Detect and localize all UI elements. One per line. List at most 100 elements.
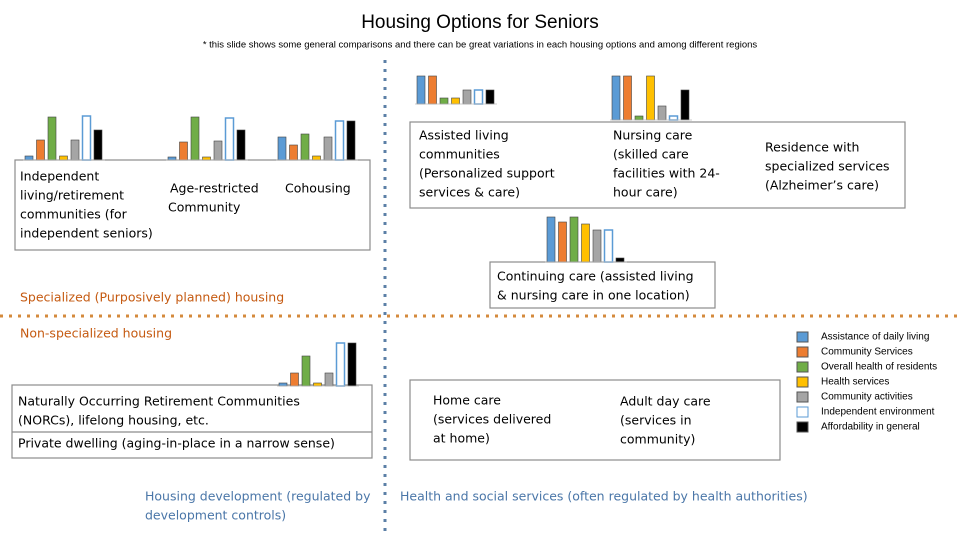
bar [335,342,346,387]
bar [278,382,288,387]
bar [81,115,92,161]
bar [439,97,449,105]
legend-label: Assistance of daily living [821,332,929,343]
legend-label: Overall health of residents [821,362,937,373]
label-home-care: at home) [433,431,490,446]
bar [300,133,310,161]
bar [301,355,311,387]
bar [323,136,333,161]
label-specialized: Specialized (Purposively planned) housin… [20,290,284,305]
bar [473,89,484,105]
bar [236,129,246,161]
slide-title: Housing Options for Seniors [361,12,599,33]
label-cohousing: Cohousing [285,181,351,196]
bar [668,115,679,121]
label-private: Private dwelling (aging-in-place in a na… [18,436,335,451]
label-home-care: (services delivered [433,412,551,427]
bar [462,89,472,105]
label-residence: (Alzheimer’s care) [765,178,879,193]
bar [224,117,235,161]
legend-swatch [796,406,809,418]
label-home-care: Home care [433,393,501,408]
label-nursing: Nursing care [613,128,693,143]
health-box [409,121,906,209]
bar [179,141,188,161]
label-age-restricted: Community [168,200,241,215]
legend-swatch [796,331,809,343]
legend-swatch [796,376,809,388]
label-adult-day: (services in [620,413,692,428]
bar [623,75,632,121]
bar [680,89,690,121]
bar [36,139,45,161]
bar [313,382,322,387]
legend-label: Affordability in general [821,422,920,433]
bar [485,89,495,105]
bar [416,75,426,105]
bar [634,115,644,121]
bar [59,155,68,161]
legend-label: Health services [821,377,889,388]
label-continuing: & nursing care in one location) [497,288,690,303]
label-independent: independent seniors) [20,226,153,241]
legend-swatch [796,421,809,433]
label-non-specialized: Non-specialized housing [20,326,172,341]
label-residence: Residence with [765,140,859,155]
label-independent: communities (for [20,207,128,222]
label-norcs: Naturally Occurring Retirement Communiti… [18,394,300,409]
bar [546,216,556,263]
legend-label: Community Services [821,347,913,358]
bar [277,136,287,161]
bar [603,229,614,263]
legend-swatch [796,361,809,373]
bar [581,223,590,263]
label-norcs: (NORCs), lifelong housing, etc. [18,413,209,428]
label-age-restricted: Age-restricted [170,181,259,196]
label-housing-dev: Housing development (regulated by [145,489,371,504]
legend-swatch [796,346,809,358]
label-adult-day: community) [620,432,695,447]
bar [93,129,103,161]
services-box [409,379,781,461]
label-independent: Independent [20,169,99,184]
bar [324,372,334,387]
label-housing-dev: development controls) [145,508,286,523]
norcs-box [11,384,373,459]
slide-note: * this slide shows some general comparis… [203,40,758,51]
bar [290,372,299,387]
label-nursing: hour care) [613,185,678,200]
label-assisted: services & care) [419,185,520,200]
bar [24,155,34,161]
legend-swatch [796,391,809,403]
bar [592,229,602,263]
label-residence: specialized services [765,159,890,174]
bar [611,75,621,121]
bar [569,216,579,263]
label-assisted: (Personalized support [419,166,555,181]
bar [289,144,298,161]
bar [190,116,200,161]
label-assisted: Assisted living [419,128,509,143]
bar [615,257,625,263]
bar [558,221,567,263]
bar [334,120,345,161]
bar [646,75,655,121]
label-assisted: communities [419,147,500,162]
label-adult-day: Adult day care [620,394,711,409]
bar [346,120,356,161]
bar [347,342,357,387]
label-independent: living/retirement [20,188,124,203]
bar [213,140,223,161]
bar [47,116,57,161]
label-continuing: Continuing care (assisted living [497,269,694,284]
bar [451,97,460,105]
legend-label: Community activities [821,392,913,403]
legend-label: Independent environment [821,407,935,418]
label-nursing: facilities with 24- [613,166,720,181]
label-health: Health and social services (often regula… [400,489,808,504]
bar [312,155,321,161]
label-nursing: (skilled care [613,147,689,162]
bar [428,75,437,105]
bar [657,105,667,121]
bar [167,156,177,161]
